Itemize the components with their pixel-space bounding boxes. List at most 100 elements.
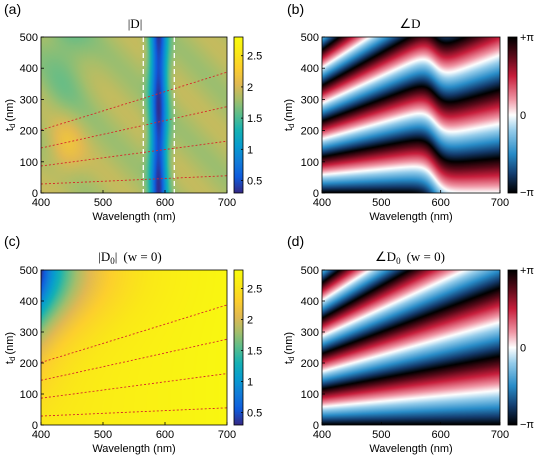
panel-b: (b) ∠D 400 500 600 700 0 100 200 300 400 500 Wav…: [283, 1, 534, 223]
panel-c-title-cond: (w = 0): [123, 249, 161, 264]
panel-c-title-main: |D: [98, 249, 110, 264]
panel-c-heatmap: [41, 270, 227, 425]
panel-c-yticks: 0 100 200 300 400 500: [20, 265, 44, 432]
ytick-label: 500: [20, 32, 38, 44]
panel-d-yticks: 0 100 200 300 400 500: [301, 265, 325, 432]
colorbar-tick-label: 0.5: [247, 408, 262, 420]
colorbar-tick-label: 2.5: [247, 284, 262, 296]
xtick-label: 400: [32, 429, 50, 441]
ytick-label: 200: [301, 126, 319, 138]
xtick-label: 600: [156, 197, 174, 209]
ytick-label: 100: [301, 157, 319, 169]
panel-b-colorbar: [508, 37, 517, 193]
panel-d-title-main: ∠D: [375, 249, 396, 264]
panel-c-tag: (c): [4, 233, 20, 249]
panel-d-xlabel: Wavelength (nm): [369, 443, 452, 455]
panel-b-tag: (b): [287, 1, 304, 17]
panel-c-ylabel-main: t: [4, 361, 16, 364]
xtick-label: 600: [156, 429, 174, 441]
panel-d-colorbar-frame: [507, 269, 518, 426]
panel-a-xticks: 400 500 600 700: [32, 190, 236, 209]
panel-d: (d) ∠D0 (w = 0) 400 500 600 700 010020030040…: [283, 233, 534, 455]
xtick-label: 500: [94, 197, 112, 209]
colorbar-tick-label: 2.5: [247, 51, 262, 63]
panel-d-frame: [321, 269, 501, 426]
colorbar-tick-label: 1.5: [247, 346, 262, 358]
colorbar-tick-label: 1: [247, 144, 253, 156]
ytick-label: 100: [301, 389, 319, 401]
colorbar-tick-label: 1.5: [247, 113, 262, 125]
resonance-curve: [40, 304, 228, 363]
panel-c-colorbar: [234, 270, 243, 425]
panel-d-ylabel: td (nm): [283, 332, 296, 364]
panel-b-ylabel-main: t: [283, 128, 295, 131]
panel-a-colorbar: [234, 37, 243, 193]
ytick-label: 500: [20, 265, 38, 277]
resonance-curve: [40, 175, 228, 185]
panel-c-overlay: [40, 304, 228, 417]
panel-d-title-cond: (w = 0): [407, 249, 445, 264]
colorbar-tick-label: −π: [520, 187, 534, 199]
panel-d-title: ∠D0 (w = 0): [375, 249, 445, 266]
ytick-label: 300: [301, 327, 319, 339]
panel-c-colorbar-ticks: 0.5 1 1.5 2 2.5: [241, 284, 262, 420]
panel-d-tag: (d): [287, 233, 304, 249]
panel-d-ylabel-sub: d: [287, 357, 296, 361]
ytick-label: 200: [20, 358, 38, 370]
xtick-label: 400: [313, 429, 331, 441]
panel-a-yticks: 0 100 200 300 400 500: [20, 32, 44, 200]
ytick-label: 300: [20, 94, 38, 106]
resonance-curve: [40, 71, 228, 131]
panel-a-frame: [40, 36, 228, 194]
panel-a-tag: (a): [4, 1, 21, 17]
panel-a-title: |D|: [128, 16, 143, 31]
panel-a-colorbar-frame: [233, 36, 244, 194]
ytick-label: 0: [313, 188, 319, 200]
ytick-label: 400: [20, 63, 38, 75]
ytick-label: 100: [20, 389, 38, 401]
ytick-label: 400: [301, 63, 319, 75]
xtick-label: 500: [372, 429, 390, 441]
ytick-label: 300: [20, 327, 38, 339]
ytick-label: 300: [301, 94, 319, 106]
ytick-label: 200: [20, 126, 38, 138]
panel-a-colorbar-ticks: 0.5 1 1.5 2 2.5: [241, 51, 262, 188]
panel-c-ylabel: td (nm): [4, 332, 17, 364]
ytick-label: 500: [301, 32, 319, 44]
panel-b-yticks: 0 100 200 300 400 500: [301, 32, 325, 200]
colorbar-tick-label: 0: [520, 110, 526, 122]
colorbar-tick-label: 2: [247, 82, 253, 94]
ytick-label: 100: [20, 157, 38, 169]
panel-d-heatmap: [322, 270, 500, 425]
panel-a: (a) |D| 400 500 600 700 0 100 200 300 400 500 Wa…: [4, 1, 262, 223]
xtick-label: 600: [431, 197, 449, 209]
panel-b-ylabel: td (nm): [283, 99, 296, 131]
panel-a-overlay: [40, 37, 228, 193]
ytick-label: 0: [313, 420, 319, 432]
panel-b-xticks: 400 500 600 700: [313, 190, 509, 209]
panel-c-xlabel: Wavelength (nm): [92, 443, 175, 455]
xtick-label: 600: [431, 429, 449, 441]
panel-a-ylabel: td (nm): [4, 99, 17, 131]
panel-d-ylabel-main: t: [283, 361, 295, 364]
xtick-label: 700: [218, 429, 236, 441]
xtick-label: 700: [491, 429, 509, 441]
colorbar-tick-label: 0.5: [247, 176, 262, 188]
resonance-curve: [40, 373, 228, 399]
xtick-label: 400: [32, 197, 50, 209]
panel-c-colorbar-frame: [233, 269, 244, 426]
panel-b-ylabel-unit: (nm): [283, 99, 295, 122]
resonance-curve: [40, 140, 228, 167]
panel-c-ylabel-sub: d: [8, 357, 17, 361]
colorbar-tick-label: +π: [520, 265, 534, 277]
panel-a-xlabel: Wavelength (nm): [92, 211, 175, 223]
panel-c-title: |D0| (w = 0): [98, 249, 162, 266]
panel-a-ylabel-unit: (nm): [4, 99, 16, 122]
ytick-label: 0: [32, 188, 38, 200]
ytick-label: 400: [20, 296, 38, 308]
xtick-label: 500: [94, 429, 112, 441]
panel-c-title-sub: 0: [110, 256, 115, 266]
panel-a-ylabel-main: t: [4, 128, 16, 131]
ytick-label: 200: [301, 358, 319, 370]
